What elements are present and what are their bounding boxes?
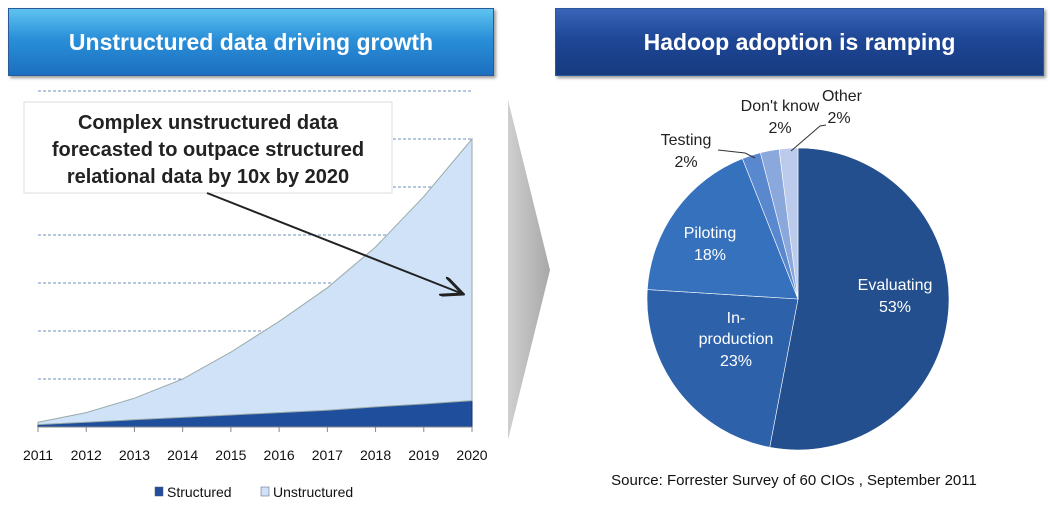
pie-slice-piloting <box>646 158 799 300</box>
slice-label: Testing <box>661 132 712 149</box>
x-tick-label: 2020 <box>456 447 487 463</box>
source-note: Source: Forrester Survey of 60 CIOs , Se… <box>611 472 977 489</box>
slice-value: 23% <box>720 353 752 370</box>
pie-slice-other <box>778 147 799 300</box>
slice-label: Other <box>822 88 863 105</box>
x-tick-label: 2018 <box>360 447 391 463</box>
slice-value: 18% <box>694 247 726 264</box>
x-tick-label: 2015 <box>215 447 246 463</box>
pie-slice-evaluating <box>769 147 950 451</box>
leader-line <box>790 124 827 152</box>
slice-label: Piloting <box>684 225 736 242</box>
slice-label: Don't know <box>741 98 820 115</box>
x-tick-label: 2017 <box>312 447 343 463</box>
x-tick-label: 2013 <box>119 447 150 463</box>
x-tick-label: 2019 <box>408 447 439 463</box>
x-tick-label: 2011 <box>23 447 53 463</box>
annotation-arrow <box>206 192 463 294</box>
slice-label: In- <box>727 310 746 327</box>
legend-swatch <box>154 486 164 497</box>
slice-value: 2% <box>674 154 697 171</box>
chevron-arrow-shape <box>508 100 550 440</box>
pie-slice-in-production <box>646 289 799 448</box>
slice-label: Evaluating <box>858 277 933 294</box>
x-tick-label: 2012 <box>71 447 102 463</box>
x-tick-label: 2014 <box>167 447 198 463</box>
annotation-text: relational data by 10x by 2020 <box>67 166 349 188</box>
slice-label: production <box>699 331 774 348</box>
slice-value: 53% <box>879 299 911 316</box>
legend-label: Unstructured <box>273 484 353 500</box>
slice-value: 2% <box>768 120 791 137</box>
legend-label: Structured <box>167 484 232 500</box>
annotation-text: forecasted to outpace structured <box>52 139 364 161</box>
right-header: Hadoop adoption is ramping <box>555 8 1044 76</box>
legend-swatch <box>260 486 270 497</box>
left-header: Unstructured data driving growth <box>8 8 494 76</box>
annotation-text: Complex unstructured data <box>78 112 339 134</box>
area-unstructured <box>37 137 473 426</box>
leader-line <box>717 149 756 159</box>
annotation-box <box>23 101 393 194</box>
slice-value: 2% <box>827 110 850 127</box>
x-tick-label: 2016 <box>264 447 295 463</box>
